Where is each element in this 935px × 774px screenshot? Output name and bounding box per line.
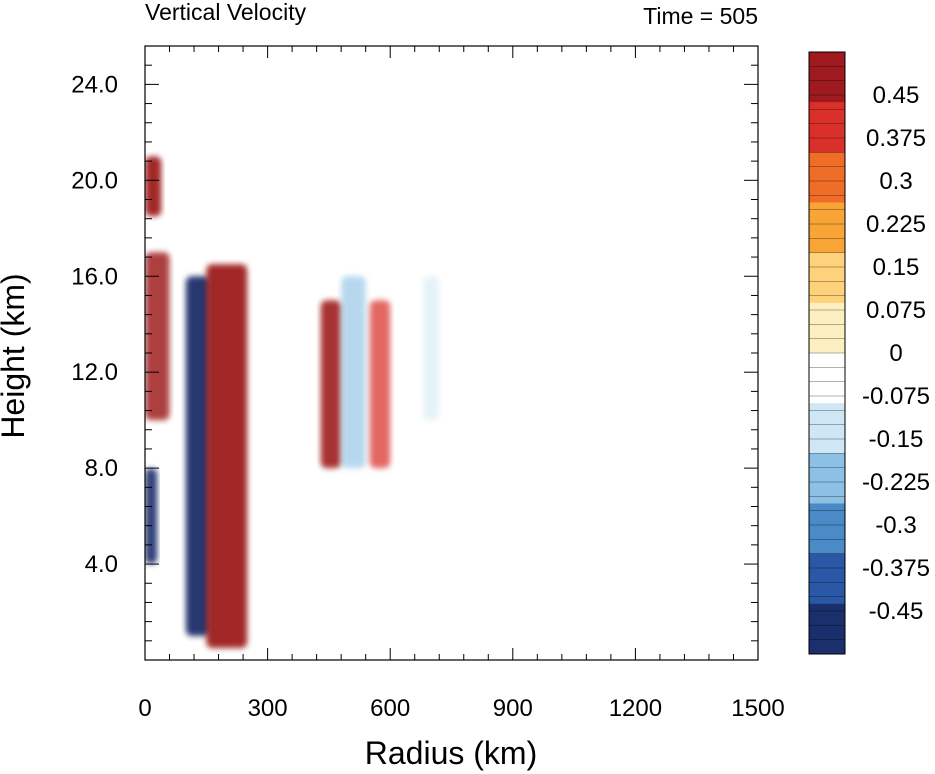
colorbar-swatch: [809, 453, 845, 504]
y-tick-label: 24.0: [71, 71, 118, 98]
y-tick-label: 16.0: [71, 263, 118, 290]
colorbar-label: -0.15: [869, 426, 924, 453]
field-feature-1: [145, 252, 170, 421]
x-tick-label: 1200: [609, 695, 662, 722]
y-axis: 4.0 8.0 12.0 16.0 20.0 24.0: [71, 45, 758, 642]
colorbar-swatch: [809, 503, 845, 555]
x-tick-label: 0: [138, 695, 151, 722]
colorbar-frame: [808, 51, 846, 655]
colorbar-swatch: [809, 152, 845, 203]
colorbar-swatch: [809, 603, 845, 655]
colorbar-swatch: [809, 302, 845, 354]
x-axis-label: Radius (km): [365, 735, 537, 771]
y-tick-label: 8.0: [85, 455, 118, 482]
colorbar-label: 0.075: [866, 297, 926, 324]
velocity-field: [145, 156, 440, 649]
x-tick-label: 300: [248, 695, 288, 722]
colorbar-swatch: [809, 403, 845, 454]
colorbar-label: 0.45: [873, 82, 920, 109]
colorbar: 0.45 0.375 0.3 0.225 0.15 0.075 0 -0.075 -0.15 -0…: [808, 51, 930, 655]
colorbar-label: -0.225: [862, 469, 930, 496]
y-tick-label: 4.0: [85, 551, 118, 578]
colorbar-swatch: [809, 353, 845, 404]
y-tick-label: 12.0: [71, 359, 118, 386]
colorbar-label: 0.375: [866, 125, 926, 152]
y-axis-label: Height (km): [0, 273, 31, 438]
colorbar-label: 0: [889, 340, 902, 367]
colorbar-swatch: [809, 252, 845, 304]
x-axis: 0 300 600 900 1200 1500: [138, 46, 785, 722]
chart-title: Vertical Velocity: [145, 0, 307, 25]
colorbar-label: -0.075: [862, 383, 930, 410]
x-tick-label: 600: [370, 695, 410, 722]
field-feature-2: [145, 468, 158, 565]
colorbar-swatch: [809, 202, 845, 254]
colorbar-swatch: [809, 553, 845, 605]
colorbar-swatch: [809, 102, 845, 153]
colorbar-label: -0.3: [875, 512, 916, 539]
colorbar-label: -0.375: [862, 555, 930, 582]
colorbar-label: 0.15: [873, 254, 920, 281]
colorbar-label: 0.225: [866, 211, 926, 238]
colorbar-label: 0.3: [879, 168, 912, 195]
field-feature-3: [185, 276, 211, 637]
field-feature-5: [320, 300, 342, 469]
field-feature-6: [341, 276, 366, 469]
colorbar-swatch: [809, 52, 845, 103]
x-tick-label: 1500: [731, 695, 784, 722]
time-label: Time = 505: [643, 3, 758, 29]
field-feature-8: [422, 276, 440, 421]
field-feature-0: [145, 156, 162, 217]
colorbar-label: -0.45: [869, 598, 924, 625]
field-feature-4: [206, 264, 248, 649]
x-tick-label: 900: [493, 695, 533, 722]
field-feature-7: [369, 300, 391, 469]
y-tick-label: 20.0: [71, 167, 118, 194]
